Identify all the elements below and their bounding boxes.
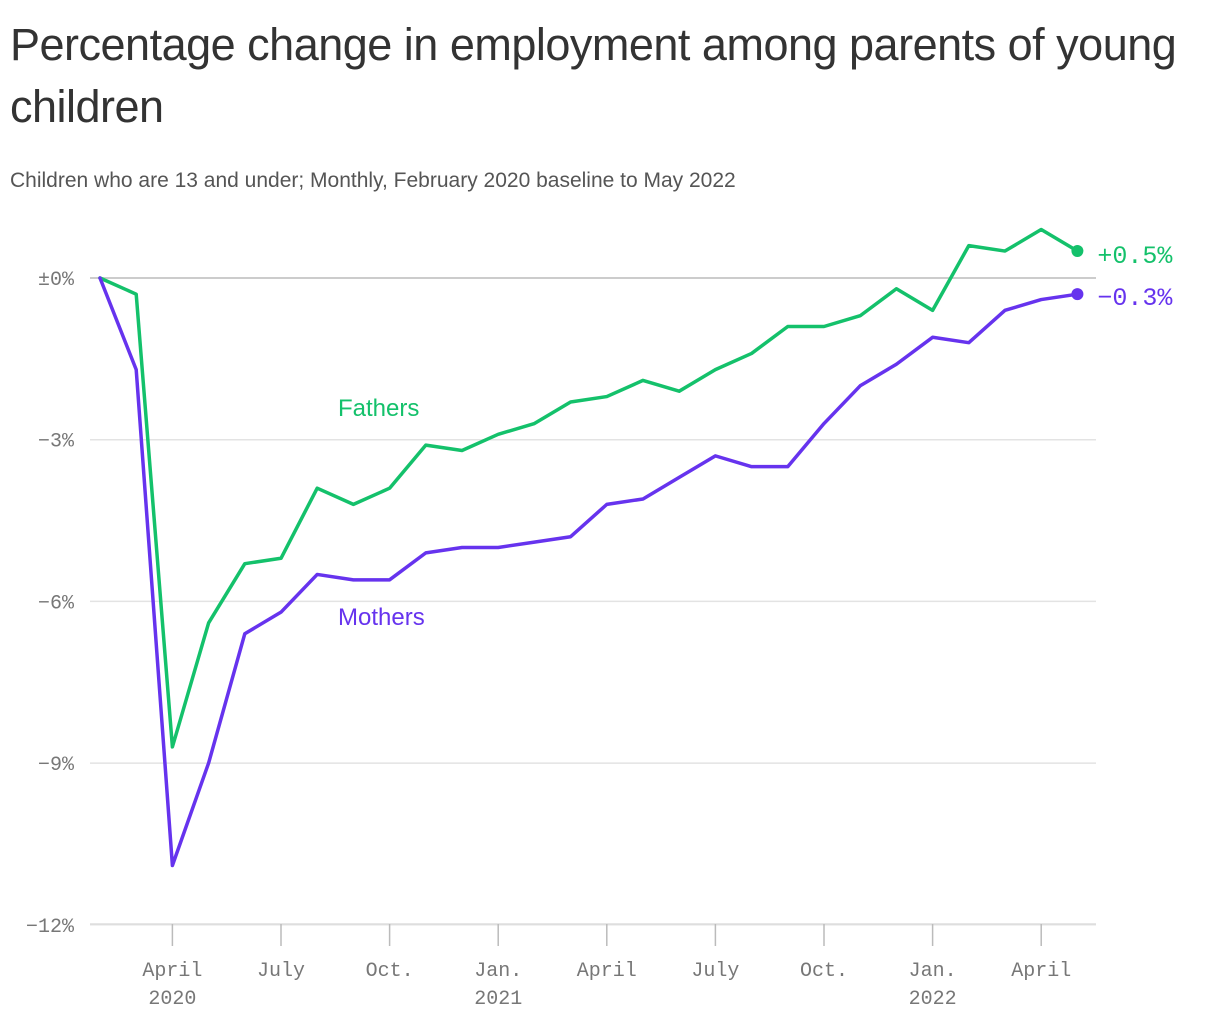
x-tick-label: Oct. — [366, 960, 414, 983]
x-tick-year-label: 2021 — [474, 988, 522, 1011]
series-end-value-label: −0.3% — [1097, 284, 1173, 313]
series-labels: +0.5% Fathers −0.3% Mothers — [338, 242, 1173, 631]
series-line-fathers — [98, 227, 1080, 749]
x-tick-year-label: 2022 — [909, 988, 957, 1011]
x-tick-label: Jan. — [909, 960, 957, 983]
chart-title: Percentage change in employment among pa… — [10, 19, 1177, 132]
y-tick-label: −12% — [26, 916, 75, 939]
series-lines — [98, 227, 1084, 868]
x-tick-year-label: 2020 — [148, 988, 196, 1011]
series-end-point — [1071, 288, 1084, 301]
series-line-mothers — [98, 276, 1080, 868]
chart-subtitle: Children who are 13 and under; Monthly, … — [10, 169, 736, 192]
x-tick-label: July — [691, 960, 739, 983]
x-tick-label: April — [1011, 960, 1071, 983]
y-tick-label: −3% — [38, 431, 75, 454]
series-name-label: Mothers — [338, 604, 425, 631]
y-tick-label: −9% — [38, 754, 75, 777]
x-tick-label: Oct. — [800, 960, 848, 983]
series-name-label: Fathers — [338, 395, 419, 422]
grid-lines — [90, 277, 1096, 926]
x-tick-label: Jan. — [474, 960, 522, 983]
x-tick-label: July — [257, 960, 305, 983]
series-end-value-label: +0.5% — [1097, 242, 1173, 271]
y-tick-label: ±0% — [38, 269, 75, 292]
x-tick-label: April — [142, 960, 202, 983]
y-tick-label: −6% — [38, 592, 75, 615]
x-axis: April 2020 July Oct. Jan. 2021 April July Oct. Ja… — [90, 923, 1096, 1011]
y-axis: ±0% −3% −6% −9% −12% — [26, 269, 75, 939]
x-tick-label: April — [577, 960, 637, 983]
series-end-point — [1071, 245, 1084, 258]
